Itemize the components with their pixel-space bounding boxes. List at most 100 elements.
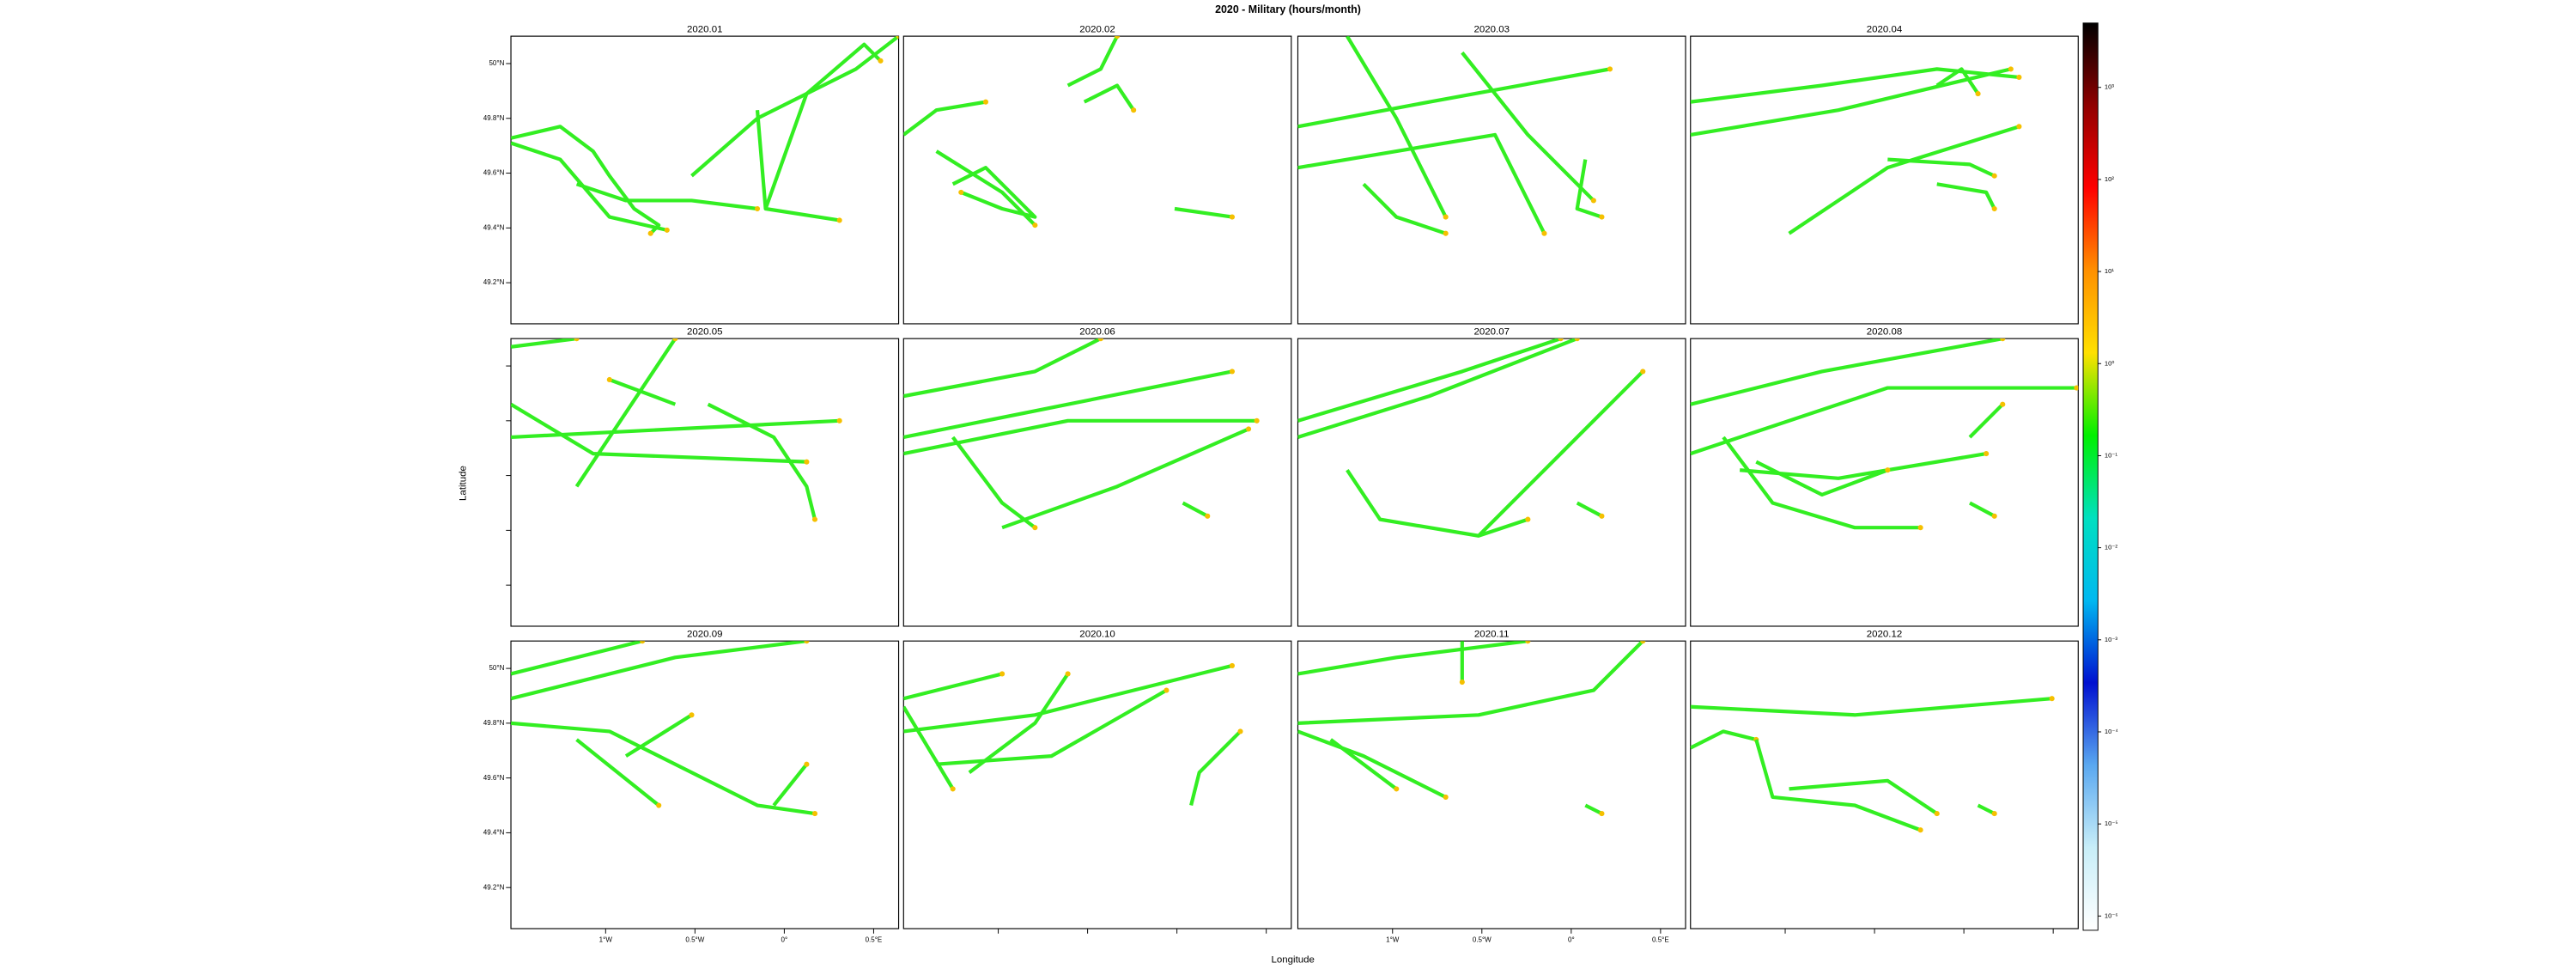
hotspot — [982, 99, 989, 105]
hotspot — [1205, 513, 1211, 519]
vessel-track — [511, 721, 816, 816]
track-layer — [903, 338, 1260, 531]
vessel-track — [1477, 369, 1644, 538]
hotspot — [958, 189, 964, 195]
panel-frame — [902, 35, 1292, 325]
hotspot — [1131, 107, 1137, 113]
hotspot — [1934, 811, 1940, 817]
vessel-track — [1182, 501, 1209, 518]
vessel-track — [1001, 427, 1249, 530]
vessel-track — [575, 738, 660, 807]
track-layer — [903, 662, 1243, 807]
hotspot — [1607, 66, 1613, 72]
vessel-track — [903, 369, 1233, 440]
panel-frame — [1297, 35, 1686, 325]
track-layer — [511, 36, 899, 236]
hotspot — [1984, 451, 1990, 457]
x-tick-label: 0.5°E — [1652, 936, 1669, 944]
vessel-track — [1083, 83, 1135, 112]
vessel-track — [968, 673, 1070, 774]
hotspot — [896, 36, 899, 40]
x-tick-label: 0.5°W — [685, 936, 704, 944]
vessel-track — [511, 641, 807, 701]
track-layer — [1297, 36, 1613, 236]
hotspot — [656, 802, 662, 808]
colorbar-tick-label: 10⁻³ — [2105, 636, 2118, 643]
y-tick-label: 50°N — [489, 664, 504, 672]
hotspot — [574, 338, 580, 342]
colorbar — [2082, 22, 2099, 931]
vessel-track — [936, 688, 1168, 766]
y-tick-label: 49.4°N — [483, 829, 505, 837]
x-tick-label: 0.5°E — [866, 936, 883, 944]
hotspot — [804, 641, 810, 644]
map-panel: 2020.06 — [902, 327, 1292, 627]
vessel-track — [1297, 67, 1611, 129]
hotspot — [1991, 811, 1997, 817]
map-panel: 2020.01 49.2°N 49.4°N 49.6°N 49.8°N 50°N — [483, 24, 900, 325]
map-panel: 2020.11 1°W 0.5°W 0° 0.5°E — [1297, 630, 1686, 944]
hotspot — [1599, 513, 1605, 519]
hotspot — [647, 230, 653, 236]
hotspot — [1097, 338, 1103, 342]
vessel-track — [1690, 729, 1757, 750]
track-layer — [903, 36, 1236, 229]
hotspot — [1443, 214, 1449, 220]
map-panel: 2020.07 — [1297, 327, 1686, 627]
panel-frame — [1690, 35, 2079, 325]
vessel-track — [1935, 67, 1980, 95]
panel-title: 2020.04 — [1867, 24, 1903, 34]
hotspot — [1525, 641, 1531, 644]
colorbar-tick-label: 10⁻⁴ — [2105, 728, 2118, 735]
vessel-track — [1297, 132, 1546, 235]
vessel-track — [1297, 641, 1528, 676]
x-axis-label: Longitude — [1272, 954, 1315, 965]
hotspot — [1640, 369, 1646, 375]
hotspot — [1991, 205, 1997, 212]
track-layer — [1690, 338, 2079, 531]
hotspot — [1254, 417, 1260, 424]
hotspot — [999, 671, 1005, 677]
vessel-track — [1936, 182, 1996, 210]
vessel-track — [1584, 803, 1603, 815]
panel-title: 2020.07 — [1474, 327, 1510, 338]
map-panel: 2020.12 — [1690, 630, 2079, 934]
vessel-track — [1461, 51, 1595, 202]
map-panel: 2020.03 — [1297, 24, 1686, 325]
hotspot — [1229, 214, 1236, 220]
map-panel: 2020.02 — [902, 24, 1292, 325]
hotspot — [1599, 214, 1605, 220]
panel-frame — [510, 640, 900, 929]
vessel-track — [903, 338, 1102, 399]
vessel-track — [1968, 403, 2004, 439]
hotspot — [1541, 230, 1547, 236]
panel-frame — [510, 35, 900, 325]
vessel-track — [1362, 182, 1447, 235]
vessel-track — [511, 338, 577, 349]
hotspot — [811, 811, 818, 817]
vessel-track — [1297, 641, 1644, 725]
colorbar-tick-label: 10² — [2105, 175, 2114, 183]
vessel-track — [1788, 125, 2020, 235]
hotspot — [1640, 641, 1646, 644]
vessel-track — [1066, 36, 1119, 88]
vessel-track — [575, 182, 758, 211]
vessel-track — [624, 713, 693, 758]
y-tick-label: 49.2°N — [483, 883, 505, 891]
hotspot — [2016, 124, 2022, 130]
track-layer — [1690, 66, 2022, 235]
hotspot — [1558, 338, 1564, 342]
figure-title: 2020 - Military (hours/month) — [1215, 3, 1361, 15]
y-tick-label: 49.4°N — [483, 223, 505, 231]
track-layer — [1297, 338, 1646, 538]
vessel-track — [1690, 386, 2077, 456]
vessel-track — [903, 100, 987, 137]
vessel-track — [1690, 338, 2003, 406]
panel-frame — [902, 640, 1292, 929]
hotspot — [2000, 401, 2006, 407]
map-panel: 2020.08 — [1690, 327, 2079, 627]
hotspot — [1065, 671, 1071, 677]
panel-frame — [902, 338, 1292, 627]
vessel-track — [1576, 501, 1603, 518]
